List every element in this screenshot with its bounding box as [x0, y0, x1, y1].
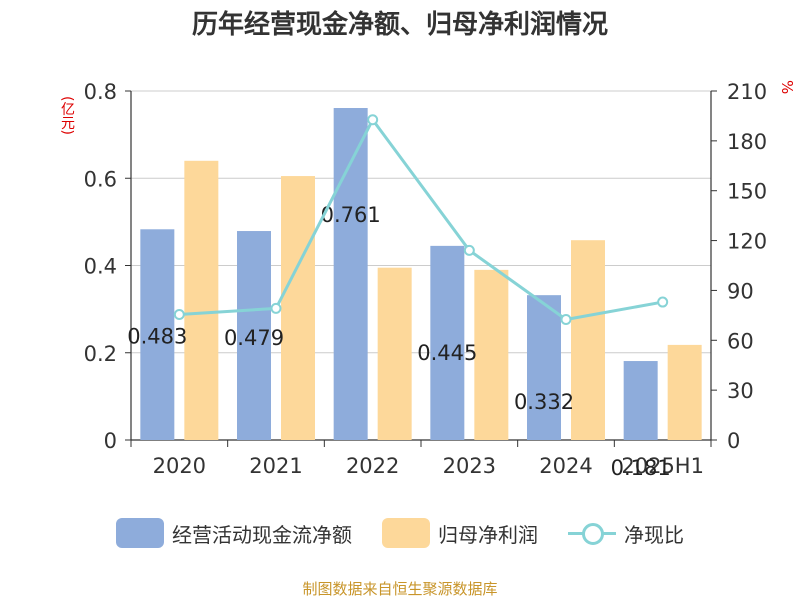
- right-axis-unit: %: [778, 80, 796, 95]
- right-axis-tick-label: 150: [727, 180, 767, 204]
- bar-operating-cf: [237, 231, 271, 440]
- right-axis-tick-label: 120: [727, 230, 767, 254]
- bar-net-profit: [281, 176, 315, 440]
- legend-swatch-ratio: [568, 518, 616, 548]
- left-axis-tick-label: 0.8: [84, 80, 117, 104]
- point-ratio: [270, 302, 282, 314]
- data-label-operating-cf: 0.445: [417, 341, 477, 365]
- data-label-operating-cf: 0.332: [514, 390, 574, 414]
- data-label-operating-cf: 0.479: [224, 326, 284, 350]
- left-axis-tick-label: 0.4: [84, 255, 117, 279]
- left-axis-tick-label: 0.2: [84, 342, 117, 366]
- bar-operating-cf: [527, 295, 561, 440]
- line-ratio: [179, 116, 663, 322]
- right-axis-tick-label: 60: [727, 329, 754, 353]
- data-label-operating-cf: 0.761: [321, 203, 381, 227]
- point-ratio: [463, 244, 475, 256]
- bar-operating-cf: [333, 108, 368, 441]
- x-axis-tick-label: 2023: [443, 454, 496, 478]
- right-axis-tick-label: 0: [727, 429, 740, 453]
- legend-item-ratio[interactable]: 净现比: [568, 518, 684, 548]
- bar-operating-cf: [430, 245, 465, 440]
- legend-label-ratio: 净现比: [624, 522, 684, 547]
- left-axis-tick-label: 0.6: [84, 167, 117, 191]
- legend-label-operating-cf: 经营活动现金流净额: [172, 522, 352, 547]
- right-axis-tick-label: 30: [727, 379, 754, 403]
- x-axis-tick-label: 2020: [153, 454, 206, 478]
- x-axis-tick-label: 2024: [539, 454, 592, 478]
- bar-net-profit: [474, 269, 509, 440]
- bar-operating-cf: [140, 229, 175, 440]
- right-axis-tick-label: 210: [727, 80, 767, 104]
- legend-label-net-profit: 归母净利润: [438, 522, 538, 547]
- legend-item-operating-cf[interactable]: 经营活动现金流净额: [116, 518, 352, 548]
- point-ratio: [367, 114, 379, 126]
- chart-title: 历年经营现金净额、归母净利润情况: [191, 10, 608, 40]
- bar-net-profit: [377, 267, 412, 440]
- right-axis-tick-label: 90: [727, 279, 754, 303]
- left-axis-tick-label: 0: [104, 429, 117, 453]
- bar-net-profit: [667, 344, 702, 440]
- x-axis-tick-label: 2021: [249, 454, 302, 478]
- source-footer: 制图数据来自恒生聚源数据库: [302, 580, 498, 598]
- point-ratio: [657, 296, 669, 308]
- bar-net-profit: [571, 240, 605, 440]
- left-axis-unit: (亿元): [59, 96, 75, 135]
- legend-swatch-net-profit: [382, 518, 430, 548]
- point-ratio: [173, 309, 185, 321]
- legend-item-net-profit[interactable]: 归母净利润: [382, 518, 538, 548]
- x-axis-tick-label: 2022: [346, 454, 399, 478]
- x-axis-tick-label: 2025H1: [621, 454, 704, 478]
- legend-swatch-operating-cf: [116, 518, 164, 548]
- bar-operating-cf: [623, 361, 658, 440]
- point-ratio: [560, 314, 572, 326]
- right-axis-tick-label: 180: [727, 130, 767, 154]
- data-label-operating-cf: 0.483: [127, 324, 187, 348]
- data-label-operating-cf: 0.181: [611, 456, 671, 480]
- legend: 经营活动现金流净额 归母净利润 净现比: [0, 518, 800, 548]
- bar-net-profit: [184, 160, 219, 441]
